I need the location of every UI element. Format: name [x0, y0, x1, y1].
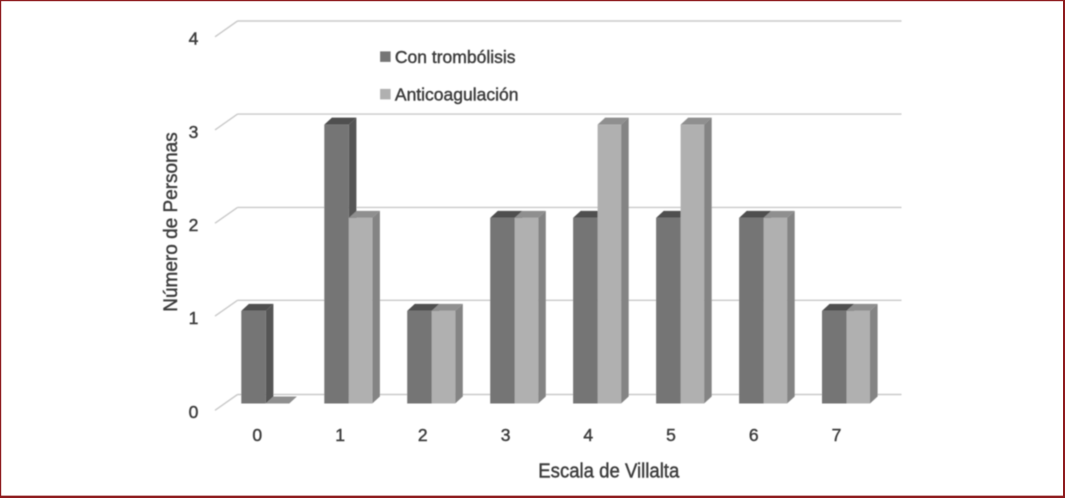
svg-text:0: 0: [252, 425, 262, 445]
svg-text:1: 1: [335, 425, 345, 445]
svg-text:4: 4: [583, 425, 593, 445]
svg-text:3: 3: [501, 425, 511, 445]
svg-text:4: 4: [189, 29, 199, 49]
svg-text:Número de Personas: Número de Personas: [161, 132, 182, 312]
svg-text:7: 7: [832, 425, 842, 445]
svg-text:2: 2: [189, 215, 199, 235]
svg-text:1: 1: [189, 308, 199, 328]
svg-text:0: 0: [189, 402, 199, 422]
svg-text:6: 6: [749, 425, 759, 445]
svg-text:3: 3: [189, 122, 199, 142]
svg-text:Anticoagulación: Anticoagulación: [395, 84, 519, 104]
svg-text:2: 2: [418, 425, 428, 445]
svg-text:5: 5: [666, 425, 676, 445]
svg-text:Escala de Villalta: Escala de Villalta: [538, 461, 680, 483]
svg-text:Con trombólisis: Con trombólisis: [395, 47, 516, 67]
